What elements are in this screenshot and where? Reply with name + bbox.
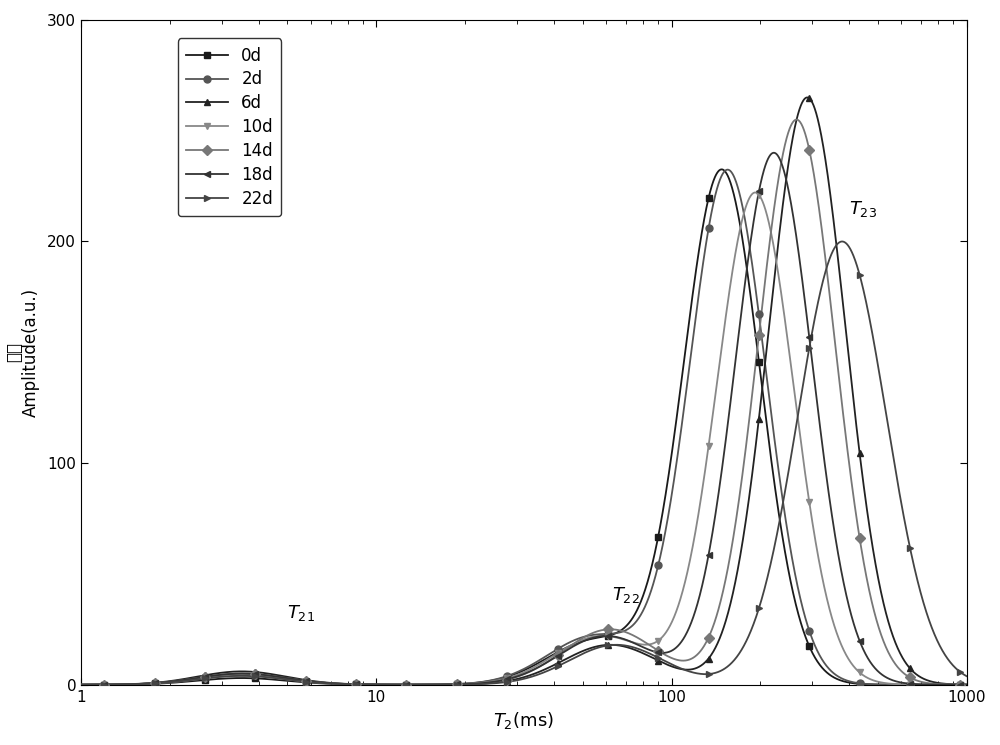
Text: $T_{21}$: $T_{21}$ xyxy=(287,603,315,623)
X-axis label: $T_2$(ms): $T_2$(ms) xyxy=(493,710,554,731)
Text: $T_{22}$: $T_{22}$ xyxy=(612,585,640,605)
Y-axis label: Amplitude(a.u.): Amplitude(a.u.) xyxy=(22,288,40,417)
Legend: 0d, 2d, 6d, 10d, 14d, 18d, 22d: 0d, 2d, 6d, 10d, 14d, 18d, 22d xyxy=(178,38,281,216)
Text: $T_{23}$: $T_{23}$ xyxy=(849,200,877,219)
Text: 振幅: 振幅 xyxy=(6,342,24,362)
